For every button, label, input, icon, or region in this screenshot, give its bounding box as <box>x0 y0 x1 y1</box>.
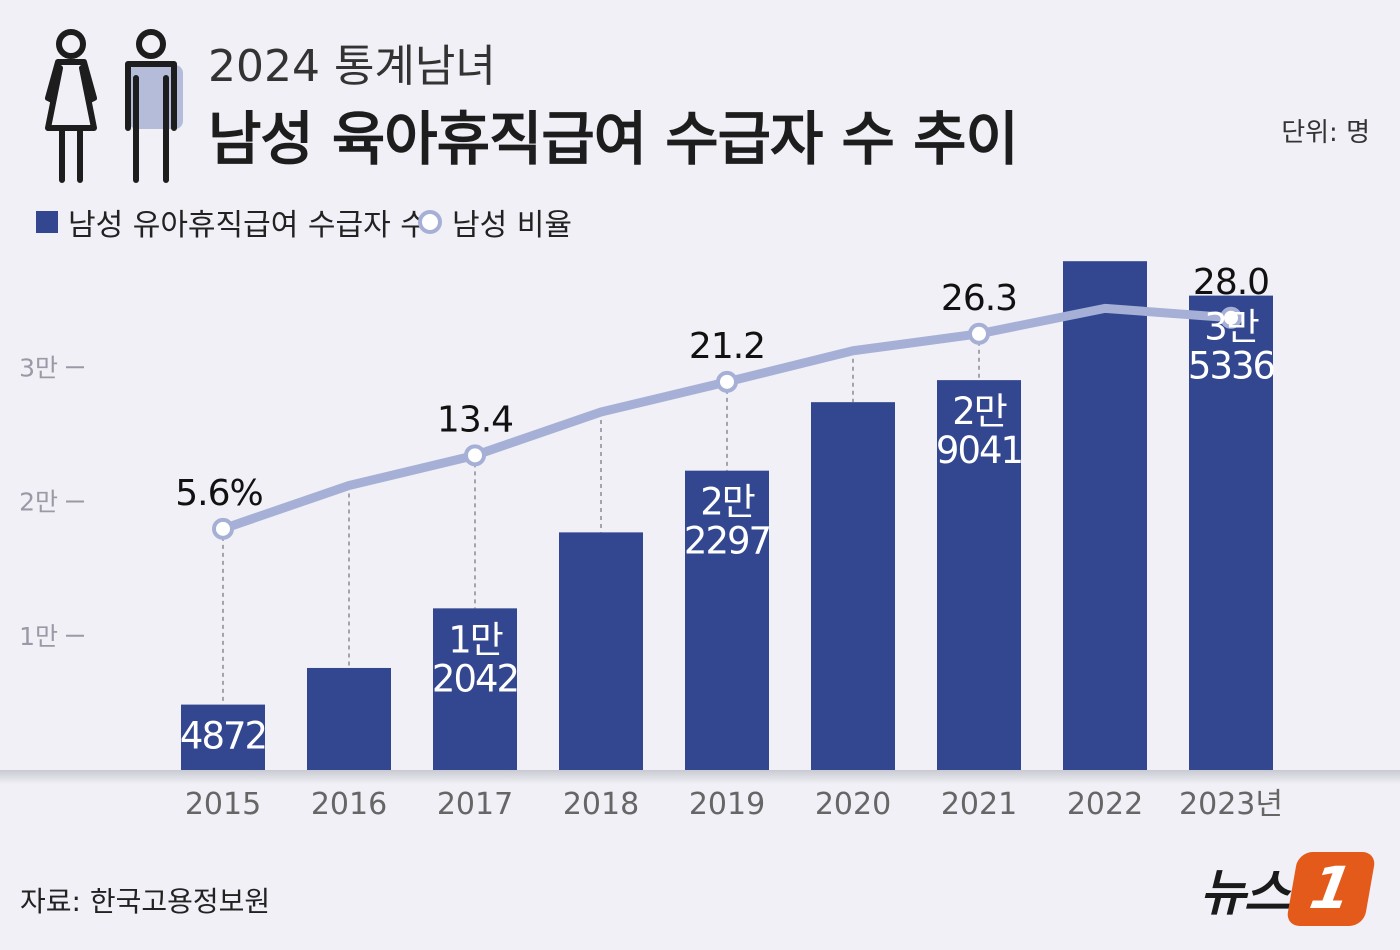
bar <box>1063 261 1147 770</box>
unit-label: 단위: 명 <box>1281 118 1370 148</box>
legend-swatch-bar <box>36 211 58 233</box>
bar-value-label: 2만 2297 <box>684 481 770 563</box>
page-title: 남성 육아휴직급여 수급자 수 추이 <box>208 105 1019 173</box>
x-tick-label: 2020 <box>815 787 891 822</box>
bar-value-label: 2만 9041 <box>936 390 1022 472</box>
legend-swatch-line <box>418 210 442 234</box>
ratio-point <box>716 370 738 393</box>
legend-item-bar: 남성 유아휴직급여 수급자 수 <box>36 200 428 244</box>
subtitle: 2024 통계남녀 <box>208 41 496 92</box>
x-tick-label: 2022 <box>1067 787 1143 822</box>
x-tick-label: 2019 <box>689 787 765 822</box>
source-note: 자료: 한국고용정보원 <box>20 885 271 918</box>
bar-value-label: 4872 <box>180 715 266 758</box>
ratio-label: 5.6% <box>175 473 262 514</box>
x-tick-label: 2016 <box>311 787 387 822</box>
ratio-point <box>212 517 234 540</box>
x-tick-label: 2023년 <box>1179 787 1283 822</box>
bar-value-label: 1만 2042 <box>432 618 518 700</box>
x-tick-label: 2018 <box>563 787 639 822</box>
bar <box>811 402 895 770</box>
x-tick-label: 2015 <box>185 787 261 822</box>
legend-item-line: 남성 비율 <box>418 200 572 244</box>
logo-mark: 1 <box>1285 852 1377 926</box>
ratio-label: 21.2 <box>689 326 765 367</box>
people-icon <box>45 29 183 183</box>
ratio-point <box>968 322 990 345</box>
bar <box>433 608 517 770</box>
y-tick-label: 3만 <box>19 353 58 382</box>
ratio-label: 28.0 <box>1193 262 1269 303</box>
x-tick-label: 2017 <box>437 787 513 822</box>
bar <box>1189 295 1273 770</box>
ratio-label: 13.4 <box>437 399 513 440</box>
ratio-point <box>1220 306 1242 329</box>
bar-value-label: 3만 5336 <box>1188 306 1275 388</box>
y-tick-label: 1만 <box>19 622 58 651</box>
logo-mark-text: 1 <box>1304 854 1358 922</box>
logo: 뉴스 1 <box>1200 852 1377 926</box>
bar <box>181 704 265 770</box>
y-tick-label: 2만 <box>19 488 58 517</box>
ratio-point <box>464 444 486 467</box>
bar <box>685 470 769 770</box>
bar <box>307 667 391 770</box>
bar <box>937 380 1021 770</box>
x-tick-label: 2021 <box>941 787 1017 822</box>
ratio-label: 26.3 <box>941 278 1017 319</box>
baseline-shade <box>0 770 1400 784</box>
legend-label-line: 남성 비율 <box>452 208 572 243</box>
logo-text: 뉴스 <box>1200 864 1290 922</box>
bar <box>559 532 643 770</box>
legend-label-bar: 남성 유아휴직급여 수급자 수 <box>68 208 428 243</box>
